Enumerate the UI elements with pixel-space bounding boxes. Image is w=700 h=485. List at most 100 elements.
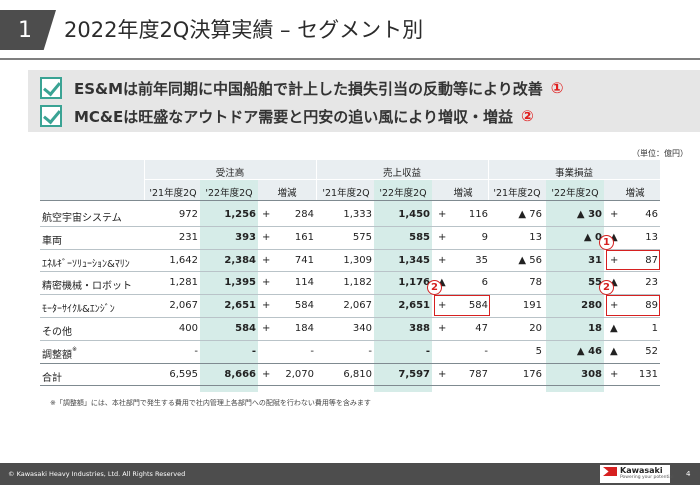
highlight-box [434, 295, 490, 316]
group-header: 売上収益 [382, 168, 421, 179]
subheader-curr: '22年度2Q [379, 188, 427, 199]
table-cell: 787 [468, 368, 488, 380]
subheader-prev: '21年度2Q [149, 188, 197, 199]
table-cell: 575 [352, 231, 372, 243]
summary-mark-1: ① [550, 79, 564, 97]
table-cell: + [262, 323, 271, 334]
table-cell: ▲ 0 [583, 231, 602, 243]
current-year-highlight [200, 180, 258, 392]
highlight-box [606, 295, 660, 316]
header-separator [316, 160, 317, 200]
table-cell: 584 [468, 300, 488, 312]
table-cell: 1,309 [343, 254, 372, 266]
table-cell: - [368, 345, 372, 357]
highlight-box [606, 249, 660, 271]
logo-name: Kawasaki [620, 466, 663, 475]
table-cell: 1,450 [398, 209, 430, 220]
table-cell: ▲ [610, 277, 618, 289]
table-cell: 114 [294, 277, 314, 289]
table-cell: + [610, 300, 619, 312]
table-cell: 46 [645, 209, 658, 220]
table-cell: 400 [178, 323, 198, 334]
subheader-prev: '21年度2Q [322, 188, 370, 199]
table-cell: + [610, 209, 619, 220]
table-cell: 2,651 [224, 300, 256, 312]
callout-badge: 2 [599, 280, 614, 296]
row-label-text: 航空宇宙システム [42, 213, 122, 224]
row-divider [40, 294, 660, 296]
page-title: 2022年度2Q決算実績 – セグメント別 [64, 18, 424, 42]
table-cell: 8,666 [224, 368, 256, 380]
page-number: 4 [686, 470, 691, 478]
table-cell: 20 [529, 323, 542, 334]
table-cell: 31 [588, 254, 602, 266]
table-cell: 191 [522, 300, 542, 312]
row-label-text: 合計 [42, 372, 62, 384]
logo-tagline: Powering your potential [620, 475, 674, 480]
subheader-diff: 増減 [453, 188, 473, 199]
row-label-text: ﾓｰﾀｰｻｲｸﾙ&ｴﾝｼﾞﾝ [42, 304, 115, 316]
group-header: 受注高 [215, 168, 245, 179]
summary-text-2: MC&Eは旺盛なアウトドア需要と円安の追い風により増収・増益 [74, 107, 513, 126]
table-cell: 741 [294, 254, 314, 266]
table-cell: + [438, 323, 447, 334]
table-cell: 584 [235, 323, 256, 334]
row-label: 合計 [42, 369, 62, 384]
subheader-curr: '22年度2Q [551, 188, 599, 199]
table-cell: - [251, 345, 256, 357]
table-cell: 2,067 [343, 300, 372, 312]
row-divider [40, 339, 660, 341]
row-divider [40, 225, 660, 227]
table-cell: 1,182 [343, 277, 372, 289]
logo-mark-icon [603, 467, 617, 476]
table-cell: 13 [645, 231, 658, 243]
table-cell: 2,067 [169, 300, 198, 312]
table-cell: 7,597 [398, 368, 430, 380]
segment-table: 受注高 売上収益 事業損益 '21年度2Q '22年度2Q 増減 '21年度2Q '22年度2… [40, 160, 660, 392]
table-cell: 161 [294, 231, 314, 243]
table-cell: 1,281 [169, 277, 198, 289]
table-cell: ▲ 46 [576, 345, 602, 357]
table-cell: - [425, 345, 430, 357]
table-cell: 55 [588, 277, 602, 289]
subheader-curr: '22年度2Q [205, 188, 253, 199]
table-cell: 1 [651, 323, 658, 334]
table-cell: - [194, 345, 198, 357]
table-cell: + [262, 368, 271, 380]
table-cell: 1,176 [398, 277, 430, 289]
table-cell: 6 [481, 277, 488, 289]
table-cell: ▲ [438, 277, 446, 289]
table-cell: 2,070 [285, 368, 314, 380]
footnote-marker: ※ [72, 345, 78, 353]
row-label-text: ｴﾈﾙｷﾞｰｿﾘｭｰｼｮﾝ&ﾏﾘﾝ [42, 258, 130, 270]
row-label: 調整額※ [42, 346, 77, 361]
table-cell: 584 [294, 300, 314, 312]
row-label-text: その他 [42, 327, 72, 338]
table-cell: 2,384 [224, 254, 256, 266]
table-cell: 116 [468, 209, 488, 220]
table-cell: + [438, 300, 447, 312]
group-header: 事業損益 [554, 168, 593, 179]
copyright: © Kawasaki Heavy Industries, Ltd. All Ri… [8, 470, 186, 478]
table-cell: + [438, 231, 447, 243]
table-cell: + [438, 209, 447, 220]
callout-badge: 2 [427, 280, 442, 296]
table-cell: + [438, 254, 447, 266]
table-cell: + [610, 368, 619, 380]
table-cell: 1,333 [343, 209, 372, 220]
table-cell: 1,345 [398, 254, 430, 266]
table-cell: + [262, 277, 271, 289]
current-year-highlight [546, 180, 604, 392]
table-cell: 6,810 [343, 368, 372, 380]
table-cell: 18 [588, 323, 602, 334]
checkbox-icon [40, 77, 62, 99]
slide-header: 1 2022年度2Q決算実績 – セグメント別 [0, 0, 700, 58]
table-cell: - [484, 345, 488, 357]
table-cell: 6,595 [169, 368, 198, 380]
table-cell: 52 [645, 345, 658, 357]
subheader-diff: 増減 [277, 188, 297, 199]
group-underline [144, 179, 660, 180]
header-divider [0, 58, 700, 60]
table-cell: 280 [581, 300, 602, 312]
header-bottom-line [40, 200, 660, 201]
